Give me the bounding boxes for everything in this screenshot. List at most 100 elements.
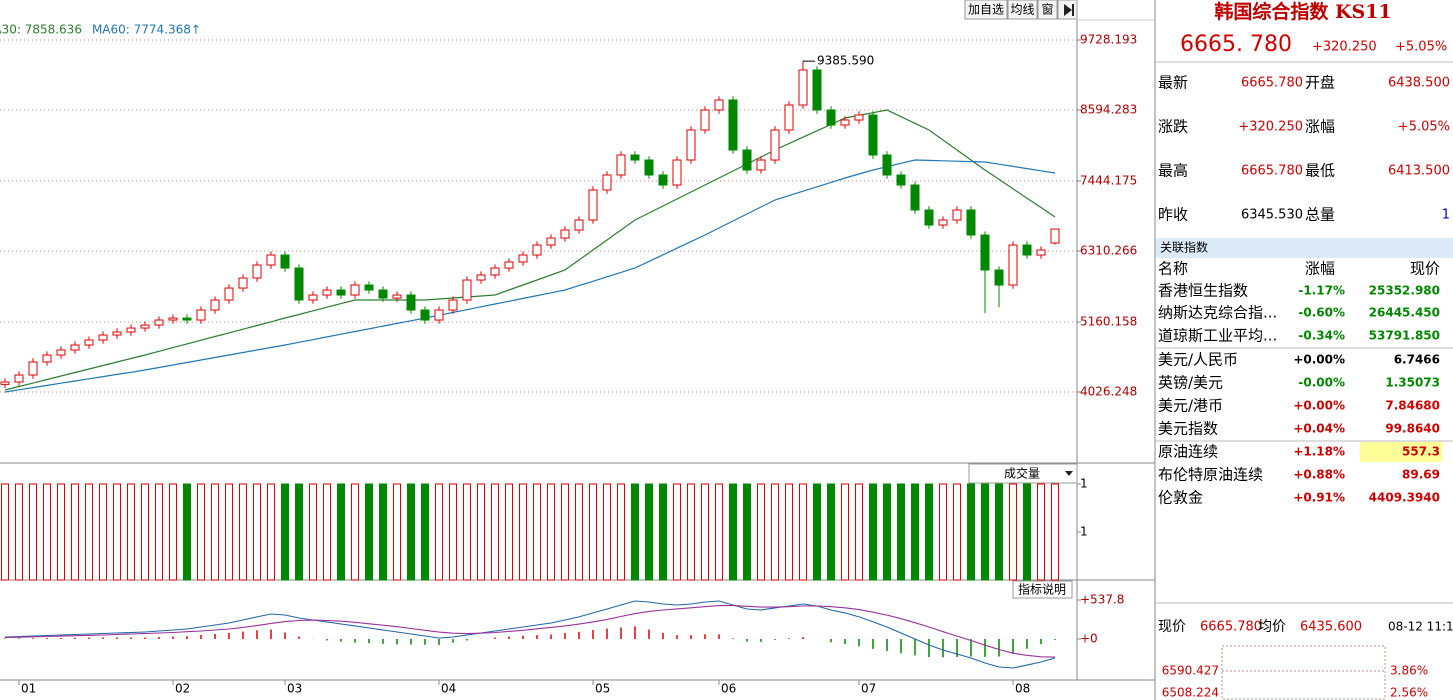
- candle-body: [896, 174, 906, 186]
- volume-bar: [1009, 483, 1017, 581]
- volume-bar: [995, 483, 1003, 581]
- candle-body: [714, 99, 724, 111]
- volume-bar: [295, 483, 303, 581]
- candle-body: [84, 339, 94, 346]
- candle-body: [476, 274, 486, 281]
- volume-bar: [659, 483, 667, 581]
- volume-bar: [813, 483, 821, 581]
- toolbar-arrow[interactable]: [1057, 0, 1078, 20]
- quote-label: 昨收: [1158, 206, 1188, 224]
- volume-bar: [743, 483, 751, 581]
- candle-body: [98, 334, 108, 341]
- candle-body: [770, 129, 780, 161]
- volume-bar: [71, 483, 79, 581]
- toolbar-button[interactable]: [964, 0, 1008, 20]
- y-tick-label: 5160.158: [1080, 314, 1137, 328]
- volume-bar: [323, 483, 331, 581]
- volume-bar: [477, 483, 485, 581]
- legend-entry: MA60: 7774.368↑: [92, 23, 201, 37]
- quote-value: 6665.780: [1241, 164, 1303, 179]
- row-price: 89.69: [1402, 468, 1440, 482]
- candle-body: [378, 289, 388, 299]
- volume-bar: [981, 483, 989, 581]
- row-change: +0.04%: [1293, 422, 1345, 436]
- volume-bar: [771, 483, 779, 581]
- volume-bar: [393, 483, 401, 581]
- volume-bar: [561, 483, 569, 581]
- row-price: 99.8640: [1385, 422, 1440, 436]
- row-price: 7.84680: [1385, 399, 1440, 413]
- row-change: +0.00%: [1293, 353, 1345, 367]
- toolbar-button[interactable]: [1007, 0, 1038, 20]
- quote-label: 涨跌: [1158, 118, 1188, 136]
- volume-bar: [1023, 483, 1031, 581]
- y-tick-label: 1: [1080, 525, 1088, 539]
- volume-bar: [1051, 483, 1059, 581]
- x-tick-label: 03: [287, 682, 302, 696]
- row-change: -0.34%: [1298, 329, 1345, 343]
- dropdown-frame[interactable]: [968, 463, 1078, 484]
- volume-bar: [533, 483, 541, 581]
- volume-bar: [435, 483, 443, 581]
- x-tick-label: 06: [721, 682, 736, 696]
- candle-body: [308, 294, 318, 301]
- intraday-scale: 6590.427: [1162, 664, 1219, 678]
- toolbar-button[interactable]: [1037, 0, 1058, 20]
- row-name: 美元/港币: [1158, 397, 1223, 415]
- y-tick-label: 4026.248: [1080, 384, 1137, 398]
- volume-bar: [85, 483, 93, 581]
- volume-bar: [757, 483, 765, 581]
- candle-body: [462, 279, 472, 301]
- volume-bar: [645, 483, 653, 581]
- volume-dropdown[interactable]: 成交量: [968, 463, 1078, 484]
- volume-bar: [127, 483, 135, 581]
- candle-body: [672, 159, 682, 186]
- volume-bar: [953, 483, 961, 581]
- volume-bar: [449, 483, 457, 581]
- candle-body: [616, 154, 626, 176]
- row-price: 53791.850: [1369, 329, 1440, 343]
- x-tick-label: 05: [595, 682, 610, 696]
- volume-bar: [687, 483, 695, 581]
- volume-bar: [855, 483, 863, 581]
- indicator-help[interactable]: 指标说明: [1012, 580, 1073, 599]
- y-tick-label: +537.8: [1080, 592, 1124, 606]
- volume-bar: [491, 483, 499, 581]
- row-name: 原油连续: [1158, 443, 1218, 461]
- volume-bar: [43, 483, 51, 581]
- volume-bar: [365, 483, 373, 581]
- quote-label: 最高: [1158, 162, 1188, 180]
- candle-body: [0, 381, 10, 385]
- arrow-icon: [1064, 4, 1072, 16]
- volume-bar: [841, 483, 849, 581]
- candle-body: [196, 309, 206, 321]
- candle-body: [336, 289, 346, 296]
- volume-bar: [883, 483, 891, 581]
- quote-value: 6413.500: [1388, 164, 1450, 179]
- volume-bar: [785, 483, 793, 581]
- volume-bar: [155, 483, 163, 581]
- y-tick-label: +0: [1080, 632, 1098, 646]
- candle-body: [938, 219, 948, 226]
- volume-bar: [715, 483, 723, 581]
- volume-bar: [267, 483, 275, 581]
- candle-body: [364, 284, 374, 291]
- intraday-price: 6665.780: [1200, 620, 1262, 635]
- candle-body: [868, 114, 878, 156]
- ma-line: [4, 109, 1056, 391]
- volume-bar: [603, 483, 611, 581]
- volume-bar: [337, 483, 345, 581]
- volume-bar: [197, 483, 205, 581]
- volume-bar: [967, 483, 975, 581]
- quote-price: 6665. 780: [1180, 32, 1292, 57]
- help-frame[interactable]: [1012, 580, 1073, 599]
- candle-body: [882, 154, 892, 176]
- candle-body: [812, 69, 822, 111]
- row-price: 25352.980: [1369, 284, 1440, 298]
- x-tick-label: 08: [1015, 682, 1030, 696]
- legend-entry: MA30: 7858.636: [0, 23, 82, 37]
- y-tick-label: 1: [1080, 477, 1088, 491]
- candle-body: [168, 317, 178, 321]
